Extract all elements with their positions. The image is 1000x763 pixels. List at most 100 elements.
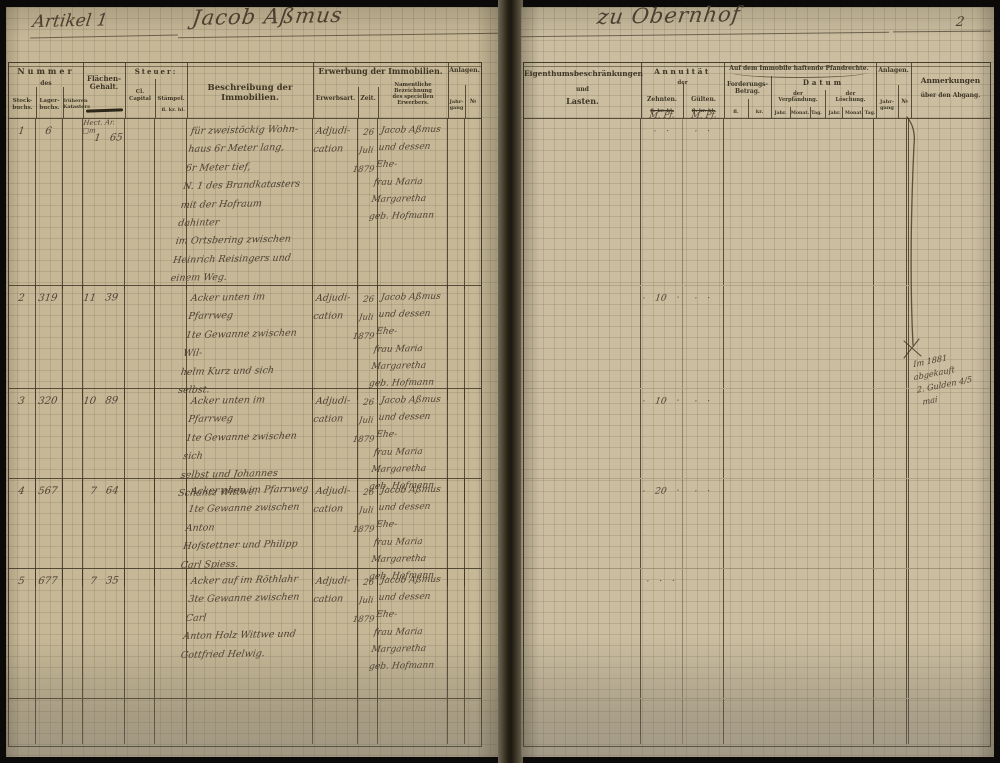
pfandrechte-underline [730, 71, 868, 78]
unit-jahr: Jahr. [828, 110, 841, 116]
jahrgang-cell [448, 389, 465, 504]
zehnten-cell: · 10 · [641, 389, 683, 478]
owner-name-text: Jacob Aßmus [190, 2, 345, 30]
divider [187, 63, 188, 118]
lagerbuch-value: 6 [44, 125, 53, 137]
lagerbuch-cell [36, 699, 63, 744]
flaechen-cell [83, 699, 125, 744]
lagerbuch-value: 320 [37, 395, 59, 407]
kataster-cell [63, 286, 83, 401]
flaechen-cell: 7 35 [83, 569, 125, 698]
zeit-cell: 26 Juli 1879 [352, 389, 378, 504]
divider [825, 90, 826, 118]
erwerber-text: Jacob Aßmus und dessen Ehe- frau Maria M… [368, 124, 442, 222]
pfandrechte-cell [724, 286, 874, 388]
flaechen-cell: 7 64 [83, 479, 125, 587]
flaechen-cell: 10 89 [83, 389, 125, 504]
erwerber-cell [378, 699, 448, 744]
zehnten-cell: · · [641, 119, 683, 285]
lagerbuch-value: 567 [37, 485, 59, 497]
capital-cell [125, 569, 155, 698]
guelten-cell [683, 699, 724, 744]
erwerber-cell: Jacob Aßmus und dessen Ehe- frau Maria M… [368, 479, 448, 587]
header-erwerbung: Erwerbung der Immobilien. [318, 66, 443, 76]
ink-smear [85, 108, 124, 113]
header-flaechen: Flächen- Gehalt. [87, 74, 121, 92]
header-namentlich: Namentliche Bezeichnung des speciellen E… [392, 81, 434, 106]
stempel-cell [155, 569, 187, 698]
pfandrechte-cell [724, 389, 874, 478]
header-anmerkungen: Anmerkungen [920, 76, 981, 85]
divider [125, 63, 126, 118]
pfandrechte-cell [724, 699, 874, 744]
flaechen-cell: 11 39 [83, 286, 125, 401]
header-zehnten-struck-units: fl. kr. hl. [650, 108, 674, 115]
unit-fl: fl. [733, 109, 739, 116]
header-eigenthum: Eigenthumsbeschränkungen [524, 69, 643, 78]
description-cell: Acker auf im Röthlahr 3te Gewanne zwisch… [180, 569, 313, 698]
unit-tag: Tag. [864, 110, 876, 116]
table-row: 3 320 10 89 Acker unten im Pfarrweg 1te … [9, 389, 481, 504]
divider [378, 87, 379, 118]
jahrgang-cell [448, 119, 465, 289]
pfandrechte-cell [724, 569, 874, 698]
table-row-empty [524, 699, 990, 744]
header-lasten: Lasten. [566, 96, 599, 106]
erwerbsart-text: Adjudi- cation [312, 125, 352, 156]
numero-cell [465, 699, 481, 744]
kataster-cell [63, 569, 83, 698]
divider [358, 87, 359, 118]
stockbuch-cell: 5 [9, 569, 36, 698]
header-numero: № [901, 97, 908, 105]
zeit-cell: 26 Juli 1879 [352, 286, 378, 401]
jahrgang-cell [448, 569, 465, 698]
capital-cell [125, 479, 155, 587]
header-datum: Datum [802, 78, 845, 87]
header-zeit: Zeit. [360, 94, 376, 102]
stempel-cell [155, 699, 187, 744]
lagerbuch-value: 319 [37, 292, 59, 304]
capital-cell [125, 699, 155, 744]
erwerbsart-cell: Adjudi- cation [313, 479, 358, 587]
header-anlagen: Anlagen. [878, 67, 909, 74]
capital-cell [125, 389, 155, 504]
lasten-cell [524, 569, 641, 698]
divider [313, 63, 314, 118]
flaechen-value-text: 1 65 [93, 132, 124, 144]
owner-name: Jacob Aßmus [190, 2, 345, 30]
header-jahrgang: Jahr- gang [880, 99, 894, 112]
kataster-cell [63, 389, 83, 504]
guelten-cell: · · [683, 479, 724, 568]
erwerber-text: Jacob Aßmus und dessen Ehe- frau Maria M… [368, 574, 442, 672]
jahrgang-cell [448, 479, 465, 587]
header-stempel-units: fl. kr. hl. [161, 107, 185, 114]
table-row-empty [9, 699, 481, 744]
divider [911, 63, 912, 118]
divider [842, 107, 843, 118]
divider [790, 107, 791, 118]
lagerbuch-cell: 567 [36, 479, 63, 587]
description-cell: für zweistöckig Wohn- haus 6r Meter lang… [170, 119, 313, 289]
header-anmerkungen-sub: über den Abgang. [920, 92, 981, 99]
stempel-cell [155, 479, 187, 587]
lasten-cell [524, 286, 641, 388]
guelten-cell: · · [683, 286, 724, 388]
table-row: 5 677 7 35 Acker auf im Röthlahr 3te Gew… [9, 569, 481, 699]
stockbuch-cell: 2 [9, 286, 36, 401]
table-row: 4 567 7 64 Acker oben im Pfarrweg 1te Ge… [9, 479, 481, 587]
header-zehnten: Zehnten. [647, 95, 677, 103]
header-capital: Cl. Capital [128, 89, 152, 102]
guelten-cell [683, 569, 724, 698]
anlagen-cell [874, 119, 909, 285]
lagerbuch-cell: 6 [36, 119, 63, 289]
erwerber-cell: Jacob Aßmus und dessen Ehe- frau Maria M… [368, 569, 448, 698]
erwerber-cell: Jacob Aßmus und dessen Ehe- frau Maria M… [368, 119, 448, 289]
flaechen-cell: Hect. Ar. □m 1 65 [82, 118, 125, 289]
header-beschreibung: Beschreibung der Immobilien. [207, 83, 293, 104]
right-page: zu Obernhof 2 Eigenthumsbeschränkungen u… [521, 2, 994, 757]
right-table-header: Eigenthumsbeschränkungen und Lasten. Ann… [524, 63, 990, 119]
numero-cell [465, 119, 481, 289]
stockbuch-cell: 4 [9, 479, 36, 587]
stockbuch-cell: 3 [9, 389, 36, 504]
